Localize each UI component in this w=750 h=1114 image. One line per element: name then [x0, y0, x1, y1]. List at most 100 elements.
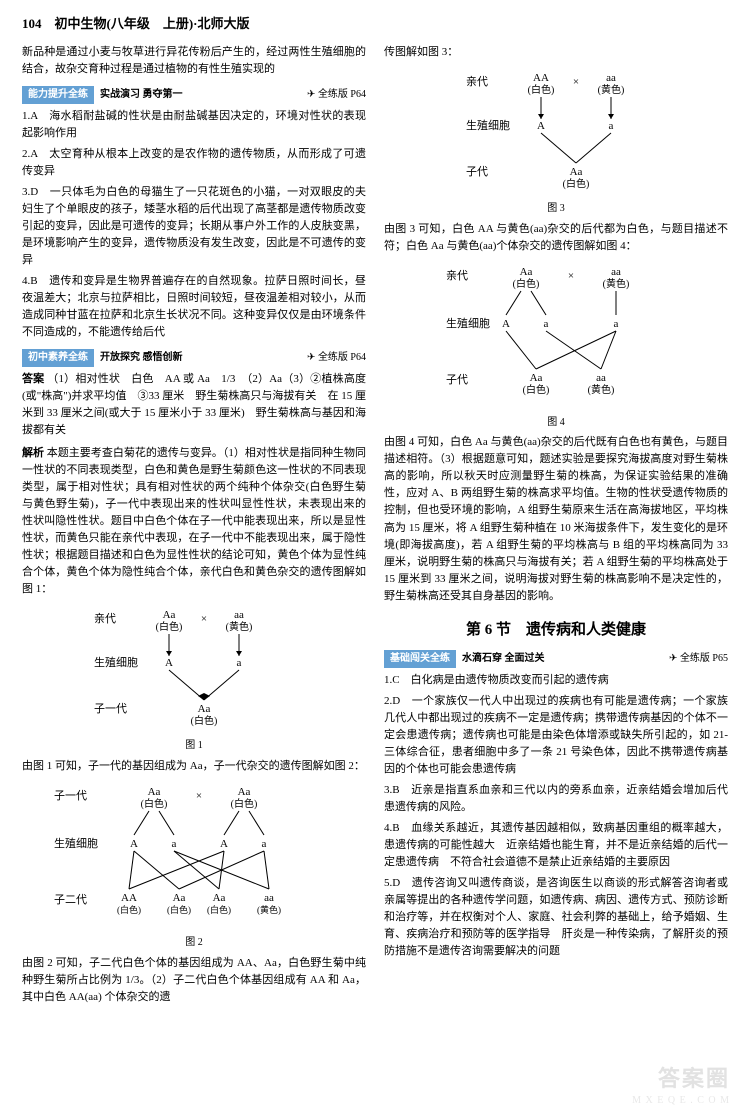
diagram-2: 子一代 Aa (白色) × Aa (白色) 生殖细胞 A a A a	[22, 781, 366, 931]
d2-gb: a	[172, 838, 177, 850]
diagram-4: 亲代 Aa (白色) × aa (黄色) 生殖细胞 A a a 子代 Aa (白…	[384, 261, 728, 411]
d3-p2: aa	[606, 72, 616, 84]
page-header: 104 初中生物(八年级 上册)·北师大版	[22, 14, 728, 34]
d2-o2c: (白色)	[167, 904, 191, 915]
d3-g1: A	[537, 120, 545, 132]
answer-block: 答案 （1）相对性状 白色 AA 或 Aa 1/3 （2）Aa（3）②植株高度(…	[22, 371, 366, 439]
d4-row2: 生殖细胞	[446, 316, 490, 330]
watermark-sub: M X E Q E . C O M	[632, 1093, 730, 1109]
list-item: 4.B 遗传和变异是生物界普遍存在的自然现象。拉萨日照时间长，昼夜温差大；北京与…	[22, 273, 366, 341]
d4-p2: aa	[611, 266, 621, 278]
list-item: 4.B 血缘关系越近，其遗传基因越相似，致病基因重组的概率越大，患遗传病的可能性…	[384, 820, 728, 871]
d2-o3c: (白色)	[207, 904, 231, 915]
d3-p1c: (白色)	[528, 83, 555, 96]
d1-p1c: (白色)	[156, 620, 183, 633]
right-lead-in: 传图解如图 3：	[384, 44, 728, 61]
d2-p2: Aa	[238, 786, 251, 798]
section-bar-1-tail: 全练版 P64	[307, 87, 366, 103]
intro-paragraph: 新品种是通过小麦与牧草进行异花传粉后产生的，经过两性生殖细胞的结合，故杂交育种过…	[22, 44, 366, 78]
d4-ga: A	[502, 318, 510, 330]
section-bar-1-lead: 能力提升全练	[22, 86, 94, 104]
section-bar-2-mid: 开放探究 感悟创新	[94, 350, 307, 366]
after-d1: 由图 1 可知，子一代的基因组成为 Aa，子一代杂交的遗传图解如图 2：	[22, 758, 366, 775]
section-bar-3: 基础闯关全练 水滴石穿 全面过关 全练版 P65	[384, 650, 728, 668]
diagram-4-svg: 亲代 Aa (白色) × aa (黄色) 生殖细胞 A a a 子代 Aa (白…	[426, 261, 686, 411]
after-d2: 由图 2 可知，子二代白色个体的基因组成为 AA、Aa，白色野生菊中纯种野生菊所…	[22, 955, 366, 1006]
d2-p1c: (白色)	[141, 797, 168, 810]
d2-o4c: (黄色)	[257, 904, 281, 915]
d4-o2c: (黄色)	[588, 383, 615, 396]
d1-g1: A	[165, 657, 173, 669]
d1-g2: a	[237, 657, 242, 669]
fig4-caption: 图 4	[384, 415, 728, 431]
d3-g2: a	[609, 120, 614, 132]
d4-gc: a	[614, 318, 619, 330]
list-item: 3.D 一只体毛为白色的母猫生了一只花斑色的小猫，一对双眼皮的夫妇生了个单眼皮的…	[22, 184, 366, 269]
d2-p2c: (白色)	[231, 797, 258, 810]
d2-gd: a	[262, 838, 267, 850]
svg-text:×: ×	[568, 270, 574, 282]
after-d4: 由图 4 可知，白色 Aa 与黄色(aa)杂交的后代既有白色也有黄色，与题目描述…	[384, 434, 728, 604]
d2-o3: Aa	[213, 892, 226, 904]
d3-f1: Aa	[570, 166, 583, 178]
explanation-block: 解析 本题主要考查白菊花的遗传与变异。（1）相对性状是指同种生物同一性状的不同表…	[22, 445, 366, 598]
explanation-text: 本题主要考查白菊花的遗传与变异。（1）相对性状是指同种生物同一性状的不同表现类型…	[22, 447, 366, 595]
fig1-caption: 图 1	[22, 738, 366, 754]
diagram-3-svg: 亲代 AA (白色) × aa (黄色) 生殖细胞 A a 子代 Aa (白色)	[446, 67, 666, 197]
explanation-label: 解析	[22, 447, 44, 459]
d4-row3: 子代	[446, 373, 468, 386]
svg-text:×: ×	[196, 790, 202, 802]
two-column-layout: 新品种是通过小麦与牧草进行异花传粉后产生的，经过两性生殖细胞的结合，故杂交育种过…	[22, 44, 728, 1012]
d4-o1: Aa	[530, 372, 543, 384]
after-d3: 由图 3 可知，白色 AA 与黄色(aa)杂交的后代都为白色，与题目描述不符；白…	[384, 221, 728, 255]
section-bar-3-mid: 水滴石穿 全面过关	[456, 651, 669, 667]
d4-o1c: (白色)	[523, 383, 550, 396]
d1-p2c: (黄色)	[226, 620, 253, 633]
d1-f1: Aa	[198, 703, 211, 715]
d2-row3: 子二代	[54, 893, 87, 906]
d2-row2: 生殖细胞	[54, 836, 98, 850]
fig2-caption: 图 2	[22, 935, 366, 951]
list-item: 2.A 太空育种从根本上改变的是农作物的遗传物质，从而形成了可遗传变异	[22, 146, 366, 180]
d2-ga: A	[130, 838, 138, 850]
diagram-1: 亲代 Aa (白色) × aa (黄色) 生殖细胞 A a 子一代 Aa (白色	[22, 604, 366, 734]
d1-p1: Aa	[163, 609, 176, 621]
diagram-3: 亲代 AA (白色) × aa (黄色) 生殖细胞 A a 子代 Aa (白色)	[384, 67, 728, 197]
d2-o2: Aa	[173, 892, 186, 904]
d1-row1: 亲代	[94, 611, 116, 625]
d1-f1c: (白色)	[191, 714, 218, 727]
diagram-1-svg: 亲代 Aa (白色) × aa (黄色) 生殖细胞 A a 子一代 Aa (白色	[84, 604, 304, 734]
d4-p2c: (黄色)	[603, 277, 630, 290]
d1-p2: aa	[234, 609, 244, 621]
watermark: 答案圈	[658, 1062, 730, 1096]
d3-f1c: (白色)	[563, 177, 590, 190]
diagram-2-svg: 子一代 Aa (白色) × Aa (白色) 生殖细胞 A a A a	[44, 781, 344, 931]
d3-row1: 亲代	[466, 74, 488, 88]
d4-p1c: (白色)	[513, 277, 540, 290]
section-bar-1: 能力提升全练 实战演习 勇夺第一 全练版 P64	[22, 86, 366, 104]
svg-text:×: ×	[573, 76, 579, 88]
d4-o2: aa	[596, 372, 606, 384]
list-item: 1.A 海水稻耐盐碱的性状是由耐盐碱基因决定的，环境对性状的表现起影响作用	[22, 108, 366, 142]
svg-text:×: ×	[201, 613, 207, 625]
d3-row2: 生殖细胞	[466, 118, 510, 132]
section-bar-3-tail: 全练版 P65	[669, 651, 728, 667]
d4-p1: Aa	[520, 266, 533, 278]
d3-row3: 子代	[466, 165, 488, 178]
fig3-caption: 图 3	[384, 201, 728, 217]
d1-row3: 子一代	[94, 702, 127, 715]
answer-label: 答案	[22, 373, 44, 385]
left-column: 新品种是通过小麦与牧草进行异花传粉后产生的，经过两性生殖细胞的结合，故杂交育种过…	[22, 44, 366, 1012]
d4-gb: a	[544, 318, 549, 330]
d1-row2: 生殖细胞	[94, 655, 138, 669]
d3-p1: AA	[533, 72, 549, 84]
d2-row1: 子一代	[54, 789, 87, 802]
d2-o1: AA	[121, 892, 137, 904]
list-item: 3.B 近亲是指直系血亲和三代以内的旁系血亲，近亲结婚会增加后代患遗传病的风险。	[384, 782, 728, 816]
section-bar-2-tail: 全练版 P64	[307, 350, 366, 366]
section-bar-2: 初中素养全练 开放探究 感悟创新 全练版 P64	[22, 349, 366, 367]
section-bar-2-lead: 初中素养全练	[22, 349, 94, 367]
d2-o4: aa	[264, 892, 274, 904]
section-bar-1-mid: 实战演习 勇夺第一	[94, 87, 307, 103]
d3-p2c: (黄色)	[598, 83, 625, 96]
